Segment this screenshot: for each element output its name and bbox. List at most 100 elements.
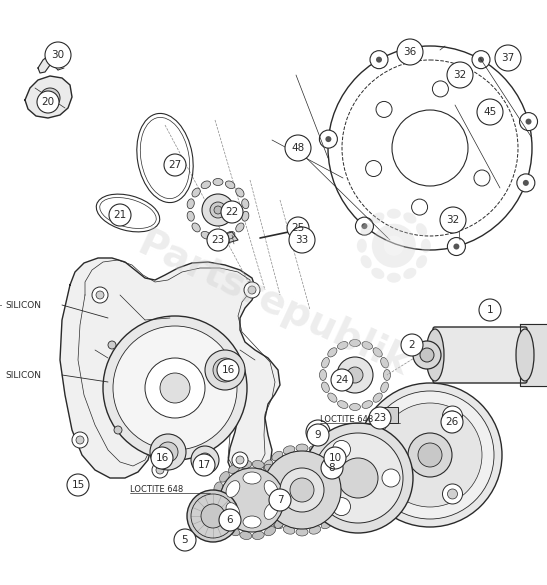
Ellipse shape	[219, 472, 229, 482]
Ellipse shape	[258, 471, 266, 483]
Circle shape	[526, 119, 532, 125]
Circle shape	[236, 456, 244, 464]
Ellipse shape	[350, 404, 360, 411]
Circle shape	[358, 383, 502, 527]
Text: 8: 8	[329, 463, 335, 473]
Circle shape	[96, 291, 104, 299]
Text: 2: 2	[409, 340, 415, 350]
Circle shape	[408, 433, 452, 477]
Ellipse shape	[296, 444, 308, 452]
Ellipse shape	[321, 519, 332, 529]
Ellipse shape	[321, 451, 332, 461]
Circle shape	[280, 468, 324, 512]
Circle shape	[109, 204, 131, 226]
Circle shape	[333, 498, 351, 515]
Circle shape	[447, 62, 473, 88]
Ellipse shape	[371, 212, 385, 223]
Ellipse shape	[416, 255, 427, 269]
Circle shape	[263, 451, 341, 529]
Ellipse shape	[225, 232, 235, 239]
Ellipse shape	[294, 222, 302, 236]
Circle shape	[174, 529, 196, 551]
Circle shape	[366, 391, 494, 519]
Ellipse shape	[284, 494, 292, 506]
Text: 45: 45	[484, 107, 497, 117]
Text: 30: 30	[51, 50, 65, 60]
Ellipse shape	[213, 235, 223, 242]
Circle shape	[67, 474, 89, 496]
Ellipse shape	[243, 516, 261, 528]
Circle shape	[114, 426, 122, 434]
Circle shape	[113, 326, 237, 450]
Circle shape	[378, 403, 482, 507]
Ellipse shape	[360, 223, 372, 236]
Ellipse shape	[201, 232, 211, 239]
Ellipse shape	[263, 510, 273, 520]
Ellipse shape	[201, 181, 211, 188]
Circle shape	[248, 286, 256, 294]
FancyBboxPatch shape	[378, 407, 398, 423]
Circle shape	[453, 243, 459, 250]
Text: 7: 7	[277, 495, 283, 505]
Ellipse shape	[403, 268, 416, 279]
Circle shape	[191, 446, 219, 474]
Circle shape	[418, 443, 442, 467]
Ellipse shape	[192, 188, 200, 197]
Ellipse shape	[309, 526, 321, 534]
Text: 20: 20	[42, 97, 55, 107]
Circle shape	[397, 39, 423, 65]
Ellipse shape	[240, 460, 252, 469]
Ellipse shape	[421, 239, 431, 253]
Text: LOCTITE 648: LOCTITE 648	[320, 415, 373, 425]
Circle shape	[440, 207, 466, 233]
Circle shape	[495, 45, 521, 71]
Ellipse shape	[283, 526, 295, 534]
Text: 27: 27	[168, 160, 182, 170]
Text: 17: 17	[197, 460, 211, 470]
Ellipse shape	[331, 510, 341, 520]
Ellipse shape	[426, 329, 444, 381]
Text: 25: 25	[292, 223, 305, 233]
Circle shape	[103, 316, 247, 460]
Ellipse shape	[272, 519, 283, 529]
Ellipse shape	[282, 482, 290, 494]
Circle shape	[108, 341, 116, 349]
Circle shape	[331, 369, 353, 391]
Circle shape	[244, 282, 260, 298]
Circle shape	[325, 136, 331, 142]
Ellipse shape	[225, 181, 235, 188]
Circle shape	[207, 229, 229, 251]
Ellipse shape	[283, 446, 295, 455]
Ellipse shape	[309, 446, 321, 455]
Text: SILICON: SILICON	[5, 370, 41, 380]
Circle shape	[447, 238, 465, 256]
Ellipse shape	[360, 255, 372, 269]
Circle shape	[145, 358, 205, 418]
Text: 22: 22	[225, 207, 238, 217]
Polygon shape	[60, 258, 280, 480]
Ellipse shape	[236, 188, 244, 197]
Circle shape	[290, 478, 314, 502]
Circle shape	[362, 223, 368, 229]
Circle shape	[324, 447, 346, 469]
Text: 26: 26	[445, 417, 458, 427]
Ellipse shape	[219, 518, 229, 528]
Circle shape	[517, 174, 535, 192]
Ellipse shape	[264, 526, 276, 536]
Text: 24: 24	[335, 375, 348, 385]
Text: 32: 32	[446, 215, 459, 225]
Circle shape	[232, 452, 248, 468]
Ellipse shape	[371, 268, 385, 279]
Circle shape	[187, 490, 239, 542]
Circle shape	[219, 509, 241, 531]
Text: LOCTITE 648: LOCTITE 648	[130, 486, 183, 494]
Circle shape	[205, 350, 245, 390]
Ellipse shape	[387, 209, 401, 219]
Text: 33: 33	[295, 235, 309, 245]
Circle shape	[479, 299, 501, 321]
Circle shape	[201, 504, 225, 528]
Ellipse shape	[226, 503, 240, 519]
Circle shape	[370, 51, 388, 68]
Circle shape	[45, 42, 71, 68]
Ellipse shape	[252, 460, 264, 469]
